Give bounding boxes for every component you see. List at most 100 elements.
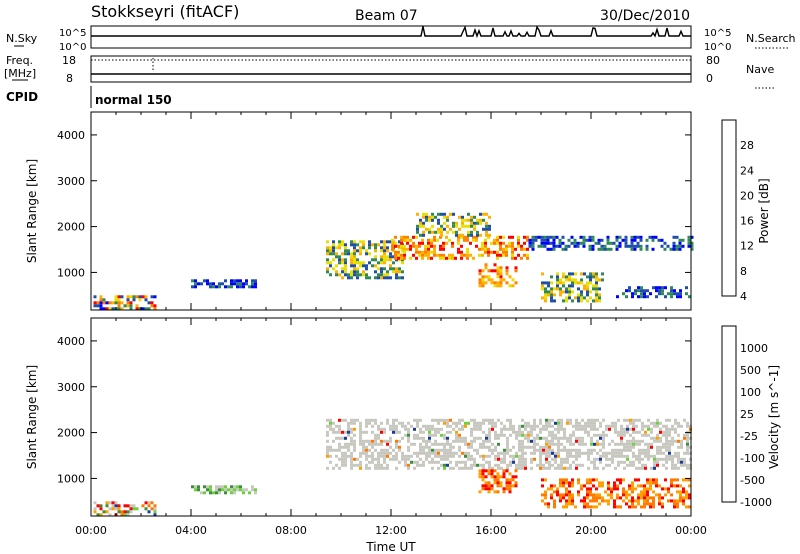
heatmap-cell: [377, 457, 380, 461]
heatmap-cell: [687, 241, 691, 245]
heatmap-cell: [338, 424, 341, 428]
heatmap-cell: [473, 460, 476, 464]
heatmap-cell: [472, 256, 475, 260]
heatmap-cell: [242, 488, 245, 492]
heatmap-cell: [659, 427, 662, 431]
heatmap-cell: [665, 442, 668, 446]
heatmap-cell: [401, 457, 404, 461]
heatmap-cell: [398, 430, 401, 434]
heatmap-cell: [686, 451, 689, 455]
heatmap-cell: [556, 275, 559, 279]
heatmap-cell: [344, 454, 347, 458]
heatmap-cell: [353, 421, 356, 425]
heatmap-cell: [546, 235, 550, 239]
heatmap-cell: [674, 418, 677, 422]
heatmap-cell: [467, 457, 470, 461]
heatmap-cell: [451, 256, 454, 260]
heatmap-cell: [482, 466, 485, 470]
heatmap-cell: [518, 457, 521, 461]
heatmap-cell: [521, 430, 524, 434]
heatmap-cell: [341, 460, 344, 464]
heatmap-cell: [105, 301, 109, 305]
heatmap-cell: [638, 439, 641, 443]
heatmap-cell: [380, 421, 383, 425]
heatmap-cell: [434, 439, 437, 443]
heatmap-cell: [499, 484, 503, 488]
heatmap-cell: [391, 241, 394, 245]
heatmap-cell: [622, 292, 625, 296]
heatmap-cell: [655, 478, 658, 482]
heatmap-cell: [521, 451, 524, 455]
heatmap-cell: [398, 267, 401, 271]
heatmap-cell: [114, 507, 118, 511]
heatmap-cell: [666, 244, 670, 248]
heatmap-cell: [251, 285, 254, 289]
heatmap-cell: [443, 421, 446, 425]
heatmap-cell: [114, 298, 118, 302]
heatmap-cell: [533, 442, 536, 446]
heatmap-cell: [637, 286, 640, 290]
heatmap-cell: [611, 448, 614, 452]
heatmap-cell: [326, 270, 329, 274]
heatmap-cell: [673, 505, 676, 509]
heatmap-cell: [455, 221, 458, 225]
heatmap-cell: [377, 427, 380, 431]
heatmap-cell: [607, 487, 610, 491]
heatmap-cell: [365, 252, 368, 256]
heatmap-cell: [446, 448, 449, 452]
heatmap-cell: [569, 439, 572, 443]
heatmap-cell: [117, 504, 121, 508]
heatmap-cell: [365, 457, 368, 461]
velocity-colorbar-label: Velocity [m s^-1]: [767, 365, 781, 469]
heatmap-cell: [359, 424, 362, 428]
heatmap-cell: [374, 457, 377, 461]
heatmap-cell: [590, 448, 593, 452]
heatmap-cell: [443, 451, 446, 455]
heatmap-cell: [643, 490, 646, 494]
heatmap-cell: [473, 221, 476, 225]
heatmap-cell: [368, 421, 371, 425]
heatmap-cell: [479, 218, 482, 222]
heatmap-cell: [620, 442, 623, 446]
heatmap-cell: [443, 221, 446, 225]
heatmap-cell: [326, 418, 329, 422]
heatmap-cell: [386, 249, 389, 253]
heatmap-cell: [508, 484, 512, 488]
heatmap-cell: [662, 424, 665, 428]
heatmap-cell: [403, 244, 406, 248]
heatmap-cell: [649, 484, 652, 488]
heatmap-cell: [502, 247, 505, 251]
heatmap-cell: [630, 247, 634, 251]
heatmap-cell: [517, 244, 520, 248]
heatmap-cell: [365, 448, 368, 452]
heatmap-cell: [681, 238, 685, 242]
heatmap-cell: [635, 466, 638, 470]
heatmap-cell: [368, 439, 371, 443]
heatmap-cell: [539, 421, 542, 425]
heatmap-cell: [659, 430, 662, 434]
heatmap-cell: [608, 424, 611, 428]
heatmap-cell: [394, 241, 397, 245]
heatmap-cell: [380, 240, 383, 244]
heatmap-cell: [634, 487, 637, 491]
heatmap-cell: [560, 442, 563, 446]
heatmap-cell: [685, 286, 688, 290]
heatmap-cell: [431, 427, 434, 431]
heatmap-cell: [583, 296, 586, 300]
heatmap-cell: [452, 221, 455, 225]
heatmap-cell: [484, 469, 488, 473]
heatmap-cell: [565, 490, 568, 494]
heatmap-cell: [374, 264, 377, 268]
heatmap-cell: [635, 442, 638, 446]
heatmap-cell: [427, 244, 430, 248]
heatmap-cell: [455, 233, 458, 237]
heatmap-cell: [454, 256, 457, 260]
heatmap-cell: [670, 484, 673, 488]
heatmap-cell: [359, 463, 362, 467]
heatmap-cell: [494, 454, 497, 458]
heatmap-cell: [491, 424, 494, 428]
heatmap-cell: [682, 496, 685, 500]
heatmap-cell: [496, 238, 499, 242]
heatmap-cell: [485, 212, 488, 216]
heatmap-cell: [566, 454, 569, 458]
